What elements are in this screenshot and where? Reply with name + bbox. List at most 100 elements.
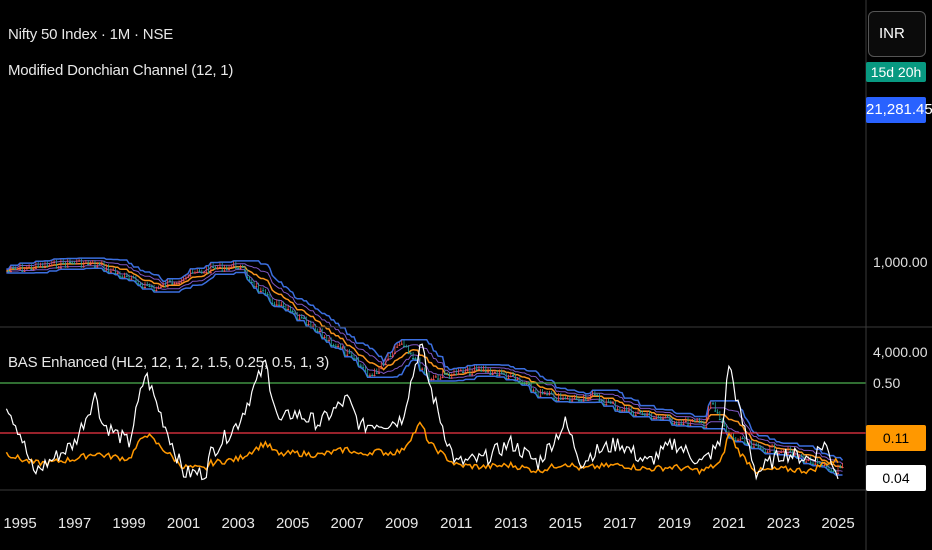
candle-body — [137, 283, 140, 285]
candle-body — [271, 303, 274, 305]
candle-body — [284, 308, 287, 310]
candle-body — [741, 437, 744, 439]
candle-body — [57, 267, 60, 269]
candle-body — [832, 470, 835, 472]
candle-body — [607, 401, 610, 403]
candle-body — [530, 390, 533, 392]
candle-body — [19, 268, 21, 270]
candle-body — [143, 287, 146, 289]
candle-body — [827, 469, 830, 471]
candle-body — [727, 436, 730, 438]
candle-body — [523, 383, 526, 385]
candle-body — [223, 270, 226, 272]
candle-body — [268, 299, 271, 301]
candle-body — [534, 391, 537, 393]
time-tick-label: 2015 — [549, 515, 582, 532]
candle-body — [541, 393, 544, 395]
candle-body — [259, 291, 262, 293]
candle-body — [178, 282, 181, 284]
candle-body — [230, 266, 233, 268]
symbol-legend[interactable]: Nifty 50 Index · 1M · NSE — [8, 26, 174, 43]
time-tick-label: 2003 — [221, 515, 254, 532]
candle-body — [150, 286, 153, 288]
candle-body — [434, 376, 437, 378]
candle-body — [521, 383, 524, 385]
candle-body — [68, 261, 71, 263]
candle-body — [187, 276, 190, 278]
candle-body — [514, 378, 517, 380]
candle-body — [723, 425, 726, 427]
candle-body — [687, 424, 690, 426]
candle-body — [496, 375, 499, 377]
candle-body — [282, 305, 285, 307]
candle-body — [643, 414, 646, 416]
candle-body — [80, 266, 83, 268]
candle-body — [418, 368, 421, 370]
candle-body — [780, 451, 783, 453]
candle-body — [228, 269, 231, 271]
candle-body — [255, 286, 258, 288]
candle-body — [818, 462, 821, 464]
time-tick-label: 1995 — [3, 515, 36, 532]
indicator-legend[interactable]: Modified Donchian Channel (12, 1) — [8, 62, 234, 79]
candle-body — [446, 373, 449, 375]
candle-body — [130, 278, 133, 280]
time-tick-label: 2009 — [385, 515, 418, 532]
candle-body — [139, 284, 142, 286]
candle-body — [830, 470, 833, 472]
candle-body — [196, 271, 199, 273]
candle-body — [773, 451, 776, 453]
candle-body — [475, 369, 478, 371]
oscillator-legend[interactable]: BAS Enhanced (HL2, 12, 1, 2, 1.5, 0.25, … — [8, 354, 330, 371]
candle-body — [648, 414, 651, 416]
candle-body — [116, 272, 119, 274]
candle-body — [507, 377, 510, 379]
candle-body — [375, 372, 378, 374]
candle-body — [134, 280, 137, 282]
candle-body — [291, 311, 294, 313]
time-tick-label: 2013 — [494, 515, 527, 532]
candle-body — [341, 347, 344, 349]
candle-body — [787, 453, 790, 455]
candle-body — [739, 439, 742, 441]
candle-body — [264, 293, 267, 295]
candle-body — [464, 371, 467, 373]
candle-body — [646, 414, 649, 416]
candle-body — [157, 287, 160, 289]
time-tick-label: 2011 — [440, 515, 472, 532]
candle-body — [205, 272, 208, 274]
candle-body — [443, 373, 446, 375]
candle-body — [655, 417, 658, 419]
candle-body — [173, 283, 176, 285]
candle-body — [62, 262, 65, 264]
candle-body — [25, 268, 28, 270]
candle-body — [696, 420, 699, 422]
candle-body — [357, 364, 360, 366]
oscillator-pane[interactable] — [0, 343, 866, 481]
candle-body — [314, 329, 317, 331]
candle-body — [373, 374, 376, 376]
candle-body — [312, 325, 315, 327]
candle-body — [484, 371, 487, 373]
candle-body — [512, 374, 515, 376]
currency-button[interactable]: INR — [868, 11, 926, 57]
candle-body — [500, 372, 503, 374]
candle-body — [584, 399, 587, 401]
candle-body — [371, 374, 374, 376]
candle-body — [755, 444, 758, 446]
candle-body — [575, 398, 578, 400]
candle-body — [318, 331, 321, 333]
candle-body — [793, 454, 796, 456]
candle-body — [455, 373, 458, 375]
candle-body — [716, 412, 719, 414]
candle-body — [232, 265, 235, 267]
candle-body — [346, 354, 349, 356]
candle-body — [630, 412, 633, 414]
candle-body — [725, 431, 728, 433]
time-tick-label: 2007 — [331, 515, 364, 532]
candle-body — [791, 454, 794, 456]
time-tick-label: 2017 — [603, 515, 636, 532]
candle-body — [637, 412, 640, 414]
candle-body — [546, 394, 549, 396]
